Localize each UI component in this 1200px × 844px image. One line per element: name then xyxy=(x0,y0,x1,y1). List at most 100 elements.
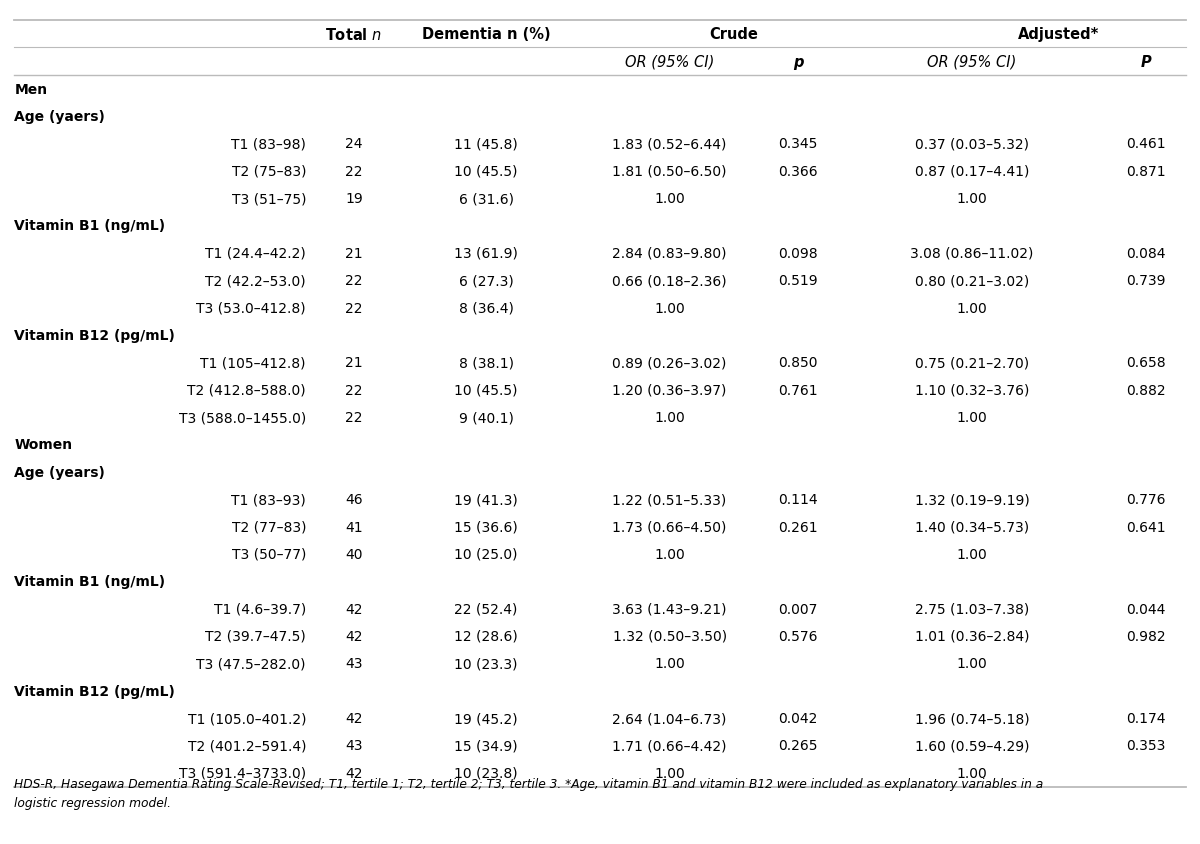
Text: HDS-R, Hasegawa Dementia Rating Scale-Revised; T1, tertile 1; T2, tertile 2; T3,: HDS-R, Hasegawa Dementia Rating Scale-Re… xyxy=(14,777,1044,790)
Text: 1.01 (0.36–2.84): 1.01 (0.36–2.84) xyxy=(914,630,1030,643)
Text: 0.75 (0.21–2.70): 0.75 (0.21–2.70) xyxy=(914,356,1030,370)
Text: 2.84 (0.83–9.80): 2.84 (0.83–9.80) xyxy=(612,246,727,261)
Text: 22: 22 xyxy=(346,383,362,398)
Text: 0.882: 0.882 xyxy=(1126,383,1166,398)
Text: 1.00: 1.00 xyxy=(654,192,685,206)
Text: 24: 24 xyxy=(346,137,362,151)
Text: T3 (53.0–412.8): T3 (53.0–412.8) xyxy=(197,301,306,315)
Text: Adjusted*: Adjusted* xyxy=(1019,27,1099,42)
Text: 0.084: 0.084 xyxy=(1127,246,1165,261)
Text: 22: 22 xyxy=(346,273,362,288)
Text: 41: 41 xyxy=(346,520,362,534)
Text: P: P xyxy=(1141,55,1151,69)
Text: 6 (27.3): 6 (27.3) xyxy=(458,273,514,288)
Text: Women: Women xyxy=(14,438,72,452)
Text: Crude: Crude xyxy=(709,27,758,42)
Text: OR (95% CI): OR (95% CI) xyxy=(928,55,1016,69)
Text: 10 (23.8): 10 (23.8) xyxy=(454,766,518,780)
Text: 1.00: 1.00 xyxy=(654,301,685,315)
Text: 1.60 (0.59–4.29): 1.60 (0.59–4.29) xyxy=(914,738,1030,753)
Text: T1 (83–93): T1 (83–93) xyxy=(232,493,306,506)
Text: 15 (34.9): 15 (34.9) xyxy=(454,738,518,753)
Text: 0.66 (0.18–2.36): 0.66 (0.18–2.36) xyxy=(612,273,727,288)
Text: 0.353: 0.353 xyxy=(1127,738,1165,753)
Text: 0.345: 0.345 xyxy=(779,137,817,151)
Text: 1.22 (0.51–5.33): 1.22 (0.51–5.33) xyxy=(612,493,727,506)
Text: 3.08 (0.86–11.02): 3.08 (0.86–11.02) xyxy=(911,246,1033,261)
Text: 42: 42 xyxy=(346,766,362,780)
Text: 0.739: 0.739 xyxy=(1127,273,1165,288)
Text: 1.32 (0.19–9.19): 1.32 (0.19–9.19) xyxy=(914,493,1030,506)
Text: 1.00: 1.00 xyxy=(654,657,685,671)
Text: 0.871: 0.871 xyxy=(1126,165,1166,178)
Text: T2 (39.7–47.5): T2 (39.7–47.5) xyxy=(205,630,306,643)
Text: 1.10 (0.32–3.76): 1.10 (0.32–3.76) xyxy=(914,383,1030,398)
Text: Vitamin B1 (ng/mL): Vitamin B1 (ng/mL) xyxy=(14,219,166,233)
Text: 19 (45.2): 19 (45.2) xyxy=(454,711,518,725)
Text: 1.20 (0.36–3.97): 1.20 (0.36–3.97) xyxy=(612,383,727,398)
Text: T1 (83–98): T1 (83–98) xyxy=(232,137,306,151)
Text: 0.366: 0.366 xyxy=(778,165,818,178)
Text: 22: 22 xyxy=(346,301,362,315)
Text: 1.81 (0.50–6.50): 1.81 (0.50–6.50) xyxy=(612,165,727,178)
Text: T1 (105.0–401.2): T1 (105.0–401.2) xyxy=(187,711,306,725)
Text: T3 (588.0–1455.0): T3 (588.0–1455.0) xyxy=(179,410,306,425)
Text: 8 (36.4): 8 (36.4) xyxy=(458,301,514,315)
Text: 10 (45.5): 10 (45.5) xyxy=(455,383,517,398)
Text: Age (yaers): Age (yaers) xyxy=(14,110,106,124)
Text: 0.89 (0.26–3.02): 0.89 (0.26–3.02) xyxy=(612,356,727,370)
Text: Total $n$: Total $n$ xyxy=(325,27,383,43)
Text: T2 (77–83): T2 (77–83) xyxy=(232,520,306,534)
Text: 10 (25.0): 10 (25.0) xyxy=(455,547,517,561)
Text: Dementia n (%): Dementia n (%) xyxy=(421,27,551,42)
Text: 11 (45.8): 11 (45.8) xyxy=(454,137,518,151)
Text: Men: Men xyxy=(14,83,48,96)
Text: T1 (4.6–39.7): T1 (4.6–39.7) xyxy=(214,602,306,616)
Text: 12 (28.6): 12 (28.6) xyxy=(454,630,518,643)
Text: 0.761: 0.761 xyxy=(778,383,818,398)
Text: 0.87 (0.17–4.41): 0.87 (0.17–4.41) xyxy=(914,165,1030,178)
Text: T1 (105–412.8): T1 (105–412.8) xyxy=(200,356,306,370)
Text: 8 (38.1): 8 (38.1) xyxy=(458,356,514,370)
Text: 21: 21 xyxy=(346,356,362,370)
Text: T3 (51–75): T3 (51–75) xyxy=(232,192,306,206)
Text: 1.40 (0.34–5.73): 1.40 (0.34–5.73) xyxy=(914,520,1030,534)
Text: 42: 42 xyxy=(346,711,362,725)
Text: 0.776: 0.776 xyxy=(1127,493,1165,506)
Text: 46: 46 xyxy=(346,493,362,506)
Text: 0.658: 0.658 xyxy=(1126,356,1166,370)
Text: 1.00: 1.00 xyxy=(956,410,988,425)
Text: 0.461: 0.461 xyxy=(1126,137,1166,151)
Text: 43: 43 xyxy=(346,657,362,671)
Text: 0.098: 0.098 xyxy=(778,246,818,261)
Text: T2 (42.2–53.0): T2 (42.2–53.0) xyxy=(205,273,306,288)
Text: 1.00: 1.00 xyxy=(956,766,988,780)
Text: T2 (401.2–591.4): T2 (401.2–591.4) xyxy=(187,738,306,753)
Text: 0.007: 0.007 xyxy=(779,602,817,616)
Text: OR (95% CI): OR (95% CI) xyxy=(625,55,714,69)
Text: 19: 19 xyxy=(346,192,362,206)
Text: Vitamin B1 (ng/mL): Vitamin B1 (ng/mL) xyxy=(14,575,166,588)
Text: 2.64 (1.04–6.73): 2.64 (1.04–6.73) xyxy=(612,711,727,725)
Text: 0.37 (0.03–5.32): 0.37 (0.03–5.32) xyxy=(916,137,1030,151)
Text: logistic regression model.: logistic regression model. xyxy=(14,796,172,809)
Text: Vitamin B12 (pg/mL): Vitamin B12 (pg/mL) xyxy=(14,328,175,343)
Text: 21: 21 xyxy=(346,246,362,261)
Text: 1.00: 1.00 xyxy=(956,547,988,561)
Text: Age (years): Age (years) xyxy=(14,465,106,479)
Text: 1.00: 1.00 xyxy=(654,766,685,780)
Text: 1.00: 1.00 xyxy=(654,410,685,425)
Text: 2.75 (1.03–7.38): 2.75 (1.03–7.38) xyxy=(914,602,1030,616)
Text: 22: 22 xyxy=(346,410,362,425)
Text: 0.261: 0.261 xyxy=(778,520,818,534)
Text: 10 (23.3): 10 (23.3) xyxy=(455,657,517,671)
Text: 40: 40 xyxy=(346,547,362,561)
Text: 0.80 (0.21–3.02): 0.80 (0.21–3.02) xyxy=(914,273,1030,288)
Text: 1.00: 1.00 xyxy=(956,301,988,315)
Text: 1.00: 1.00 xyxy=(956,192,988,206)
Text: 42: 42 xyxy=(346,630,362,643)
Text: 9 (40.1): 9 (40.1) xyxy=(458,410,514,425)
Text: 1.32 (0.50–3.50): 1.32 (0.50–3.50) xyxy=(612,630,727,643)
Text: 42: 42 xyxy=(346,602,362,616)
Text: T3 (47.5–282.0): T3 (47.5–282.0) xyxy=(197,657,306,671)
